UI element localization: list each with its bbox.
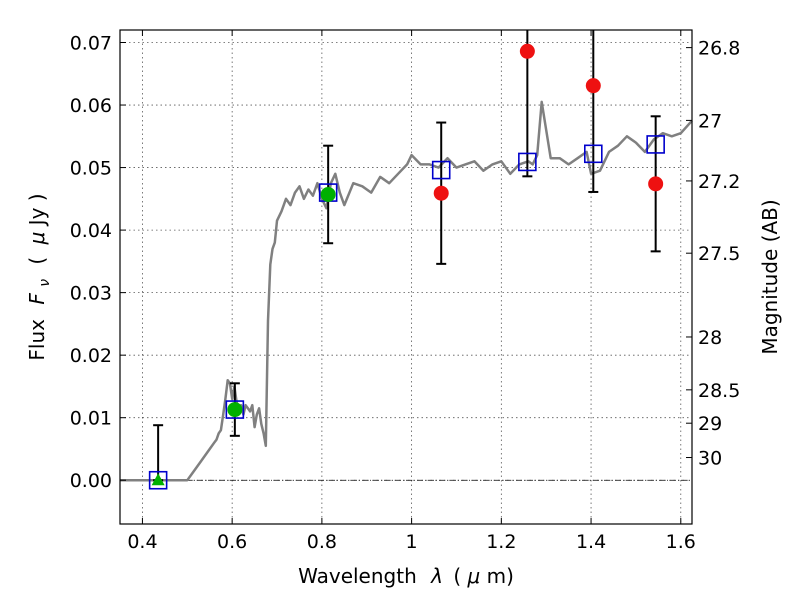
model-photometry-square <box>646 135 665 154</box>
detection-point <box>227 402 243 418</box>
detection-point <box>320 186 336 202</box>
model-photometry-square <box>518 152 537 172</box>
model-photometry-square <box>584 144 603 164</box>
y-tick-label: 0.01 <box>70 408 112 430</box>
x-tick-label: 0.4 <box>127 531 157 553</box>
grid-lines <box>120 30 692 524</box>
y-tick-label: 0.07 <box>70 33 112 55</box>
y2-tick-label: 29 <box>698 413 722 435</box>
y2-tick-label: 27 <box>698 110 722 132</box>
y-tick-label: 0.04 <box>70 220 112 242</box>
data-markers <box>148 43 665 490</box>
y2-tick-label: 27.2 <box>698 171 740 193</box>
x-tick-label: 0.6 <box>217 531 247 553</box>
plot-frame <box>119 29 693 525</box>
model-photometry-square <box>431 160 451 180</box>
x-tick-label: 1.4 <box>576 531 606 553</box>
upper-limit-point <box>433 185 449 201</box>
model-spectrum-group <box>120 100 693 482</box>
y2-axis-label: Magnitude (AB) <box>758 199 782 354</box>
y-axis-label-unit-open: ( <box>25 257 49 265</box>
error-bars <box>153 30 661 482</box>
y-axis-label-subscript: ν <box>37 279 53 287</box>
y-tick-label: 0.02 <box>70 345 112 367</box>
x-tick-label: 1 <box>406 531 418 553</box>
model-photometry-square <box>225 400 245 419</box>
nondetection-triangle <box>151 473 165 486</box>
y2-tick-label: 26.8 <box>698 38 740 60</box>
y-tick-label: 0.05 <box>70 158 112 180</box>
x-axis-label: Wavelength λ ( μ m) <box>298 564 514 588</box>
y2-tick-label: 27.5 <box>698 243 740 265</box>
axis-ticks: 0.4 0.6 0.8 1 1.2 1.4 1.6 0.00 0.01 0.02 0.03 0.04 0… <box>70 30 740 553</box>
y-axis-label: Flux F ν ( μ Jy ) <box>25 193 54 360</box>
y-axis-label-symbol: F <box>25 293 49 305</box>
y-axis-label-mu: μ <box>25 232 49 246</box>
model-photometry-square <box>148 470 168 490</box>
y-axis-label-text: Flux <box>25 319 49 361</box>
y-tick-label: 0.00 <box>70 470 112 492</box>
x-axis-label-unit-close: m) <box>487 564 514 588</box>
x-tick-label: 0.8 <box>307 531 337 553</box>
upper-limit-point <box>648 176 664 192</box>
x-axis-label-mu: μ <box>467 564 481 588</box>
model-spectrum-line <box>120 100 693 482</box>
x-tick-label: 1.2 <box>486 531 516 553</box>
x-axis-label-symbol: λ <box>430 564 443 588</box>
y-axis-label-unit-close: Jy ) <box>25 193 49 227</box>
y-tick-label: 0.03 <box>70 283 112 305</box>
y2-tick-label: 28.5 <box>698 380 740 402</box>
y2-tick-label: 28 <box>698 327 722 349</box>
x-axis-label-unit-open: ( <box>453 564 461 588</box>
y2-tick-label: 30 <box>698 448 722 470</box>
x-tick-label: 1.6 <box>666 531 696 553</box>
upper-limit-point <box>585 78 601 94</box>
upper-limit-point <box>519 43 535 59</box>
x-axis-label-text: Wavelength <box>298 564 417 588</box>
y-tick-label: 0.06 <box>70 95 112 117</box>
